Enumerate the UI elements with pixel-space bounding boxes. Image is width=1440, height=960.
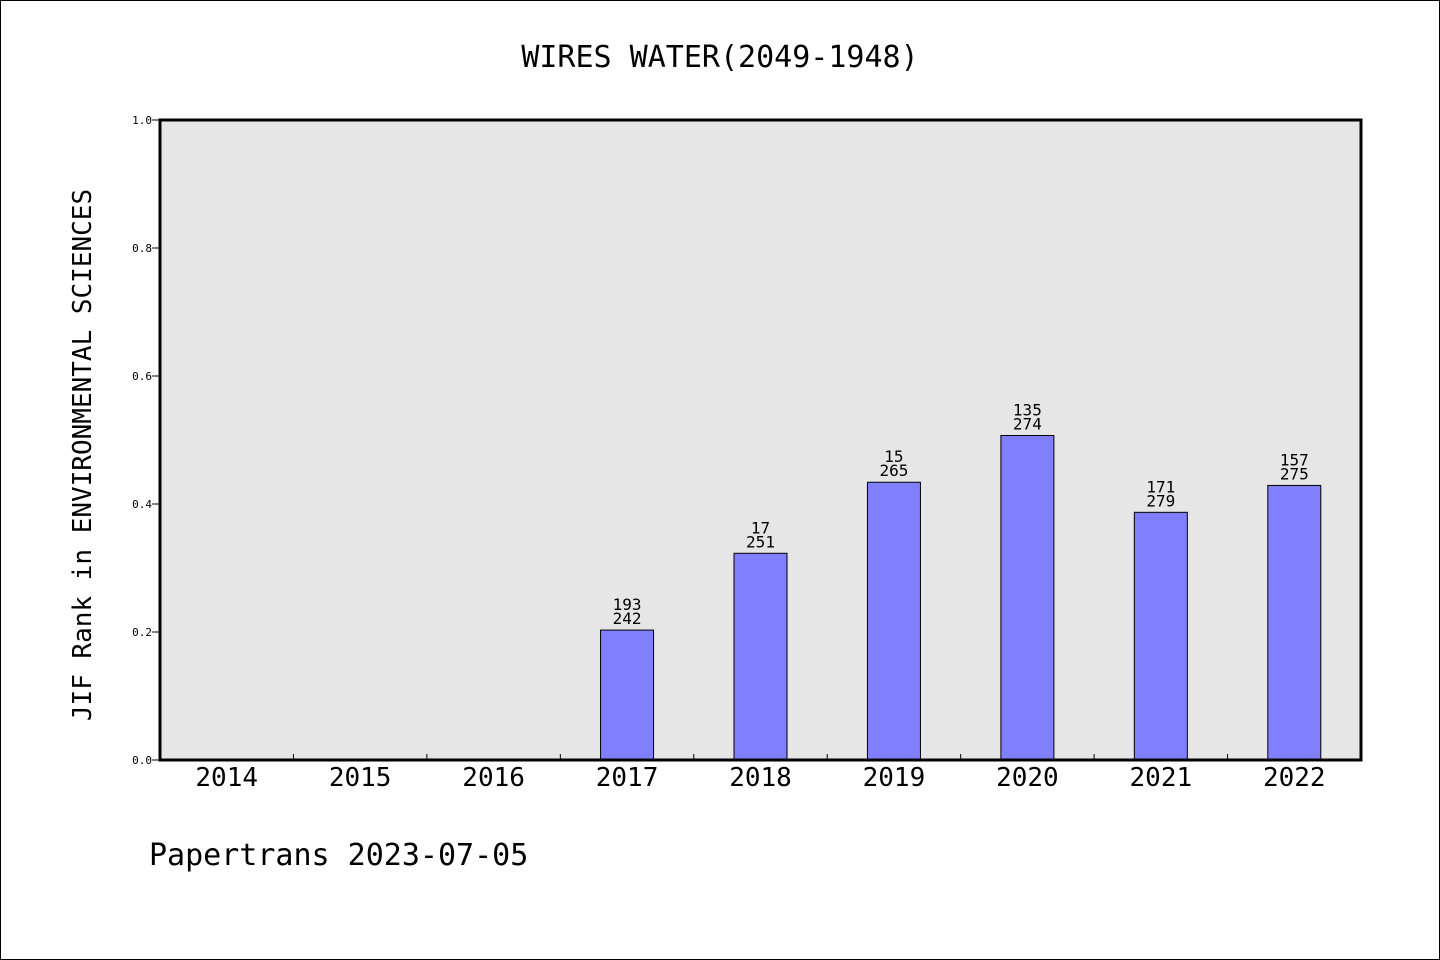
data-label-bottom: 242 [613, 609, 642, 628]
x-tick-label: 2017 [596, 763, 659, 793]
bar-2018 [733, 552, 788, 761]
data-label-top: 171 [1146, 477, 1175, 496]
x-tick-label: 2016 [462, 763, 525, 793]
data-label-top: 17 [751, 518, 770, 537]
data-label-top: 157 [1280, 450, 1309, 469]
data-label-bottom: 279 [1146, 491, 1175, 510]
y-tick-label: 0.2 [132, 626, 152, 639]
plot-frame [158, 118, 1363, 762]
data-label-bottom: 274 [1013, 415, 1042, 434]
data-label-top: 193 [613, 595, 642, 614]
data-label-bottom: 251 [746, 532, 775, 551]
x-tick-label: 2022 [1263, 763, 1326, 793]
y-axis-label: JIF Rank in ENVIRONMENTAL SCIENCES [68, 189, 98, 721]
x-tick-label: 2020 [996, 763, 1059, 793]
chart-title: WIRES WATER(2049-1948) [521, 40, 918, 75]
bar-2017 [600, 629, 655, 761]
data-label-top: 15 [884, 447, 903, 466]
data-label-bottom: 265 [879, 461, 908, 480]
axis-ticks: 0.0 0.2 0.4 0.6 0.8 1.0 2014 2015 2016 2017 2018 20… [132, 114, 1325, 793]
bar-2021 [1133, 511, 1188, 761]
bar-2020 [1000, 435, 1055, 761]
footer-note: Papertrans 2023-07-05 [149, 838, 528, 873]
x-tick-label: 2018 [729, 763, 792, 793]
x-tick-label: 2021 [1130, 763, 1193, 793]
bar-2019 [866, 481, 921, 761]
y-tick-label: 0.6 [132, 370, 152, 383]
y-tick-label: 1.0 [132, 114, 152, 127]
x-tick-label: 2019 [863, 763, 926, 793]
x-tick-label: 2014 [195, 763, 258, 793]
data-label-top: 135 [1013, 401, 1042, 420]
data-label-bottom: 275 [1280, 464, 1309, 483]
y-tick-label: 0.0 [132, 754, 152, 767]
x-tick-label: 2015 [329, 763, 392, 793]
bar-series [600, 435, 1322, 761]
bar-2022 [1267, 484, 1322, 761]
y-tick-label: 0.8 [132, 242, 152, 255]
y-tick-label: 0.4 [132, 498, 152, 511]
